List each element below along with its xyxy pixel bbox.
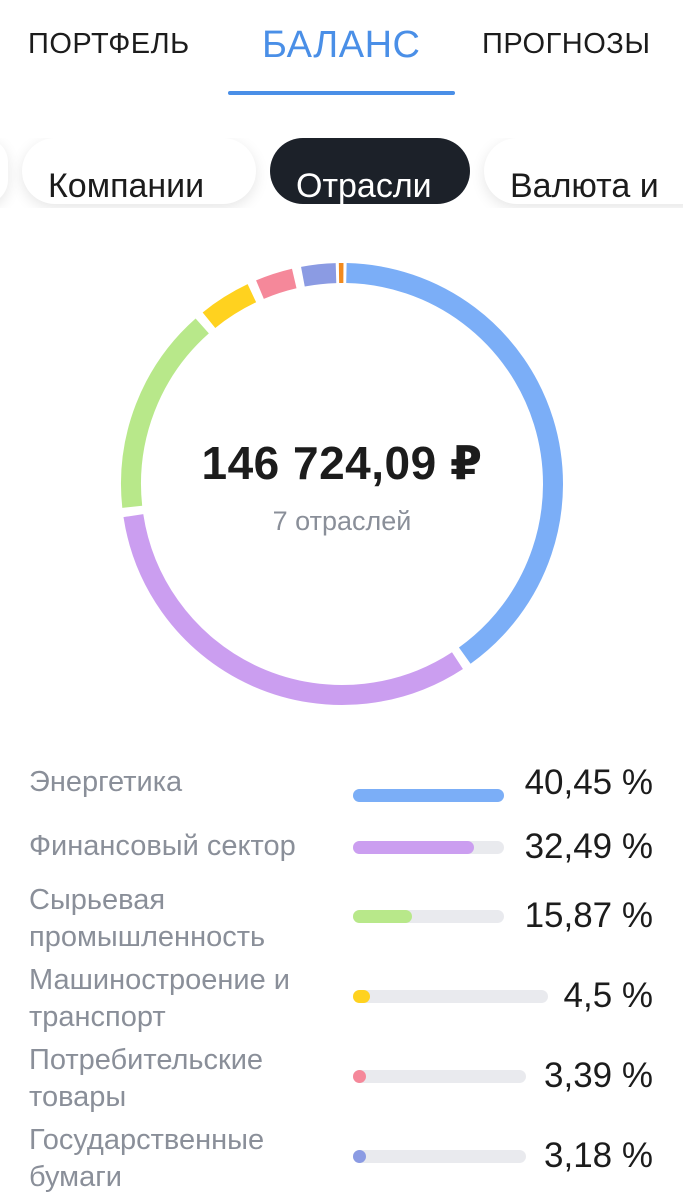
top-tab-bar: ПОРТФЕЛЬ БАЛАНС ПРОГНОЗЫ bbox=[0, 0, 683, 100]
share-percent: 3,18 % bbox=[544, 1136, 653, 1175]
donut-slice-1[interactable] bbox=[346, 263, 563, 664]
share-bar-fill bbox=[353, 1070, 366, 1083]
share-bar-fill bbox=[353, 789, 504, 802]
share-bar-track bbox=[353, 789, 504, 802]
donut-slice-3[interactable] bbox=[121, 318, 209, 508]
share-percent: 40,45 % bbox=[524, 763, 653, 802]
share-bar-track bbox=[353, 1150, 526, 1163]
industry-name: Государственные бумаги bbox=[29, 1124, 265, 1193]
donut-slice-6[interactable] bbox=[301, 263, 337, 287]
industry-name: Сырьевая промышленность bbox=[29, 884, 266, 953]
share-percent: 15,87 % bbox=[524, 896, 653, 935]
share-bar-fill bbox=[353, 841, 475, 854]
donut-svg bbox=[121, 263, 563, 705]
chip-partial-left[interactable] bbox=[0, 138, 8, 204]
industry-name: Энергетика bbox=[29, 766, 183, 798]
chip-industries[interactable]: Отрасли bbox=[270, 138, 470, 204]
industry-name: Потребительские товары bbox=[29, 1044, 264, 1113]
chip-companies[interactable]: Компании bbox=[22, 138, 256, 204]
share-percent: 4,5 % bbox=[563, 976, 654, 1015]
share-percent: 32,49 % bbox=[524, 827, 653, 866]
industry-name: Машиностроение и транспорт bbox=[29, 964, 290, 1033]
tab-forecasts[interactable]: ПРОГНОЗЫ bbox=[482, 28, 651, 60]
tab-balance[interactable]: БАЛАНС bbox=[262, 24, 421, 66]
donut-slice-2[interactable] bbox=[123, 514, 463, 705]
industries-count: 7 отраслей bbox=[272, 506, 412, 536]
share-bar-fill bbox=[353, 1150, 366, 1163]
segment-chips: Компании Отрасли Валюта и bbox=[0, 138, 683, 208]
share-bar-fill bbox=[353, 910, 413, 923]
share-bar-track bbox=[353, 990, 548, 1003]
tab-portfolio[interactable]: ПОРТФЕЛЬ bbox=[28, 28, 190, 60]
portfolio-total-value: 146 724,09 ₽ bbox=[201, 437, 483, 489]
share-bar-fill bbox=[353, 990, 370, 1003]
industry-name: Финансовый сектор bbox=[29, 830, 296, 862]
industry-donut-chart: 146 724,09 ₽ 7 отраслей bbox=[112, 254, 572, 714]
share-bar-track bbox=[353, 841, 504, 854]
share-bar-track bbox=[353, 910, 504, 923]
share-bar-track bbox=[353, 1070, 526, 1083]
share-percent: 3,39 % bbox=[544, 1056, 653, 1095]
donut-slice-5[interactable] bbox=[256, 268, 297, 299]
chip-currency[interactable]: Валюта и bbox=[484, 138, 683, 204]
donut-slice-4[interactable] bbox=[202, 284, 257, 329]
active-tab-indicator bbox=[228, 91, 455, 95]
